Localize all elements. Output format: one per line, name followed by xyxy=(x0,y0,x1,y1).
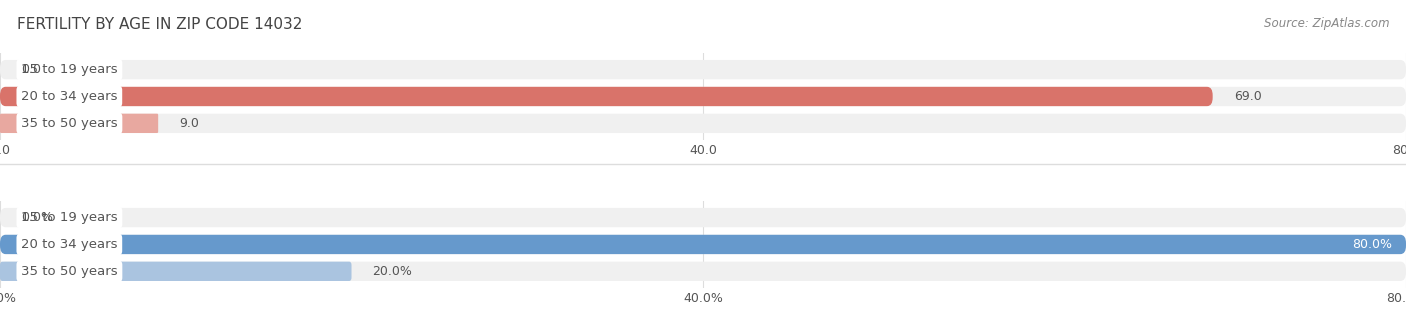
FancyBboxPatch shape xyxy=(0,87,1406,106)
Text: Source: ZipAtlas.com: Source: ZipAtlas.com xyxy=(1264,17,1389,29)
FancyBboxPatch shape xyxy=(0,261,1406,281)
Text: 35 to 50 years: 35 to 50 years xyxy=(21,117,118,130)
FancyBboxPatch shape xyxy=(0,60,1406,79)
Text: 0.0%: 0.0% xyxy=(21,211,53,224)
FancyBboxPatch shape xyxy=(0,235,1406,254)
Text: 0.0: 0.0 xyxy=(21,63,41,76)
FancyBboxPatch shape xyxy=(0,114,1406,133)
Text: 20 to 34 years: 20 to 34 years xyxy=(21,238,118,251)
Text: 15 to 19 years: 15 to 19 years xyxy=(21,63,118,76)
FancyBboxPatch shape xyxy=(0,208,1406,227)
Text: 20.0%: 20.0% xyxy=(373,265,412,278)
Text: FERTILITY BY AGE IN ZIP CODE 14032: FERTILITY BY AGE IN ZIP CODE 14032 xyxy=(17,17,302,31)
Text: 20 to 34 years: 20 to 34 years xyxy=(21,90,118,103)
Text: 69.0: 69.0 xyxy=(1234,90,1261,103)
Text: 15 to 19 years: 15 to 19 years xyxy=(21,211,118,224)
Text: 80.0%: 80.0% xyxy=(1353,238,1392,251)
FancyBboxPatch shape xyxy=(0,114,157,133)
FancyBboxPatch shape xyxy=(0,87,1212,106)
Text: 35 to 50 years: 35 to 50 years xyxy=(21,265,118,278)
Text: 9.0: 9.0 xyxy=(180,117,200,130)
FancyBboxPatch shape xyxy=(0,235,1406,254)
FancyBboxPatch shape xyxy=(0,261,352,281)
